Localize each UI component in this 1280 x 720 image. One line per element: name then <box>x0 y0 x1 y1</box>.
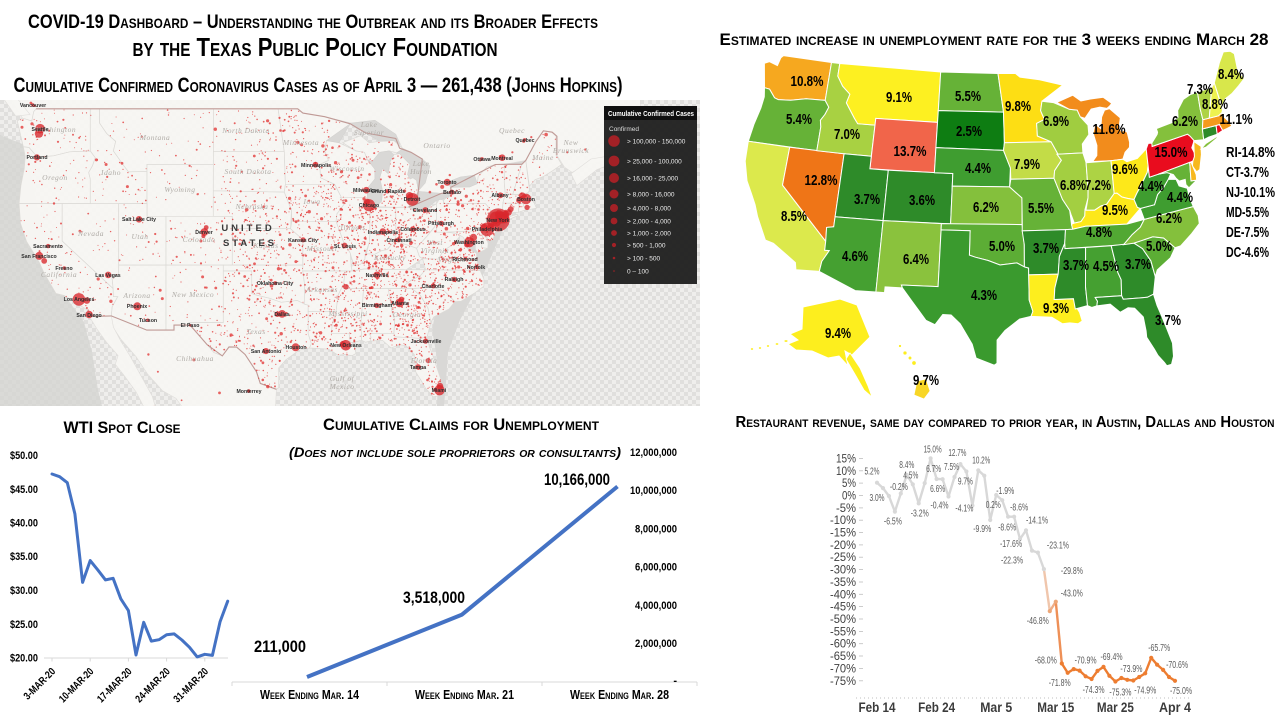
svg-text:Apr 4: Apr 4 <box>1159 700 1191 715</box>
svg-text:-73.9%: -73.9% <box>1120 664 1142 675</box>
svg-text:-75.0%: -75.0% <box>1170 686 1192 697</box>
svg-text:-69.4%: -69.4% <box>1101 652 1123 663</box>
svg-text:-75.3%: -75.3% <box>1109 688 1131 699</box>
svg-text:Mar 5: Mar 5 <box>980 700 1012 715</box>
svg-text:by the Texas Public Policy Fou: by the Texas Public Policy Foundation <box>133 32 498 62</box>
svg-text:0.2%: 0.2% <box>986 500 1001 511</box>
svg-text:-22.3%: -22.3% <box>1001 556 1023 567</box>
svg-text:Mar 25: Mar 25 <box>1097 700 1134 715</box>
svg-text:-4.1%: -4.1% <box>955 504 973 515</box>
svg-text:Week Ending Mar. 14: Week Ending Mar. 14 <box>260 687 360 702</box>
svg-text:Mar 15: Mar 15 <box>1037 700 1074 715</box>
svg-text:-9.9%: -9.9% <box>973 524 991 535</box>
svg-text:4,000,000: 4,000,000 <box>635 600 677 612</box>
svg-text:4.5%: 4.5% <box>903 470 918 481</box>
svg-text:-8.6%: -8.6% <box>1010 503 1028 514</box>
svg-text:-23.1%: -23.1% <box>1047 541 1069 552</box>
svg-text:-43.0%: -43.0% <box>1061 589 1083 600</box>
svg-text:Cumulative Claims for Unemploy: Cumulative Claims for Unemployment <box>323 416 600 434</box>
svg-text:-0.2%: -0.2% <box>890 482 908 493</box>
svg-text:(Does not include sole proprie: (Does not include sole proprietors or co… <box>289 444 621 460</box>
svg-text:-: - <box>673 675 677 687</box>
svg-text:-6.5%: -6.5% <box>884 517 902 528</box>
svg-text:15.0%: 15.0% <box>924 444 942 455</box>
svg-text:Week Ending Mar. 21: Week Ending Mar. 21 <box>415 687 514 702</box>
svg-text:2,000,000: 2,000,000 <box>635 638 677 650</box>
svg-text:6.7%: 6.7% <box>926 464 941 475</box>
svg-text:-65.7%: -65.7% <box>1148 643 1170 654</box>
svg-text:3,518,000: 3,518,000 <box>403 588 465 607</box>
svg-text:-68.0%: -68.0% <box>1035 656 1057 667</box>
svg-text:Feb 24: Feb 24 <box>918 700 955 715</box>
svg-text:-74.3%: -74.3% <box>1083 685 1105 696</box>
svg-text:10,000,000: 10,000,000 <box>630 485 677 497</box>
svg-text:12.7%: 12.7% <box>948 448 966 459</box>
svg-text:7.5%: 7.5% <box>944 462 959 473</box>
svg-text:12,000,000: 12,000,000 <box>630 447 677 459</box>
svg-text:3.0%: 3.0% <box>870 493 885 504</box>
svg-text:COVID-19 Dashboard – Understan: COVID-19 Dashboard – Understanding the O… <box>28 11 598 33</box>
svg-text:Estimated increase in unemploy: Estimated increase in unemployment rate … <box>720 30 1269 49</box>
svg-text:6.6%: 6.6% <box>930 484 945 495</box>
svg-text:-17.6%: -17.6% <box>1000 539 1022 550</box>
svg-text:-75%: -75% <box>830 674 856 688</box>
svg-text:-71.8%: -71.8% <box>1049 678 1071 689</box>
svg-text:-14.1%: -14.1% <box>1026 515 1048 526</box>
svg-text:-46.8%: -46.8% <box>1027 616 1049 627</box>
svg-text:-70.9%: -70.9% <box>1075 656 1097 667</box>
svg-text:-8.6%: -8.6% <box>998 523 1016 534</box>
svg-text:-1.9%: -1.9% <box>996 486 1014 497</box>
svg-text:-29.8%: -29.8% <box>1061 566 1083 577</box>
svg-text:WTI Spot Close: WTI Spot Close <box>64 419 181 437</box>
svg-text:10.2%: 10.2% <box>972 455 990 466</box>
svg-text:Feb 14: Feb 14 <box>859 700 896 715</box>
svg-text:-0.4%: -0.4% <box>931 501 949 512</box>
svg-text:Cumulative Confirmed Coronavir: Cumulative Confirmed Coronavirus Cases a… <box>14 74 623 97</box>
svg-text:10,166,000: 10,166,000 <box>544 470 610 489</box>
svg-text:-3.2%: -3.2% <box>911 508 929 519</box>
svg-text:9.7%: 9.7% <box>958 477 973 488</box>
svg-text:6,000,000: 6,000,000 <box>635 562 677 574</box>
svg-text:-74.9%: -74.9% <box>1134 686 1156 697</box>
svg-text:Restaurant revenue, same day c: Restaurant revenue, same day compared to… <box>736 414 1275 431</box>
svg-text:211,000: 211,000 <box>254 637 306 656</box>
svg-text:Week Ending Mar. 28: Week Ending Mar. 28 <box>570 687 669 702</box>
svg-text:8,000,000: 8,000,000 <box>635 523 677 535</box>
svg-text:5.2%: 5.2% <box>865 467 880 478</box>
svg-text:-70.6%: -70.6% <box>1166 660 1188 671</box>
svg-text:8.4%: 8.4% <box>899 460 914 471</box>
